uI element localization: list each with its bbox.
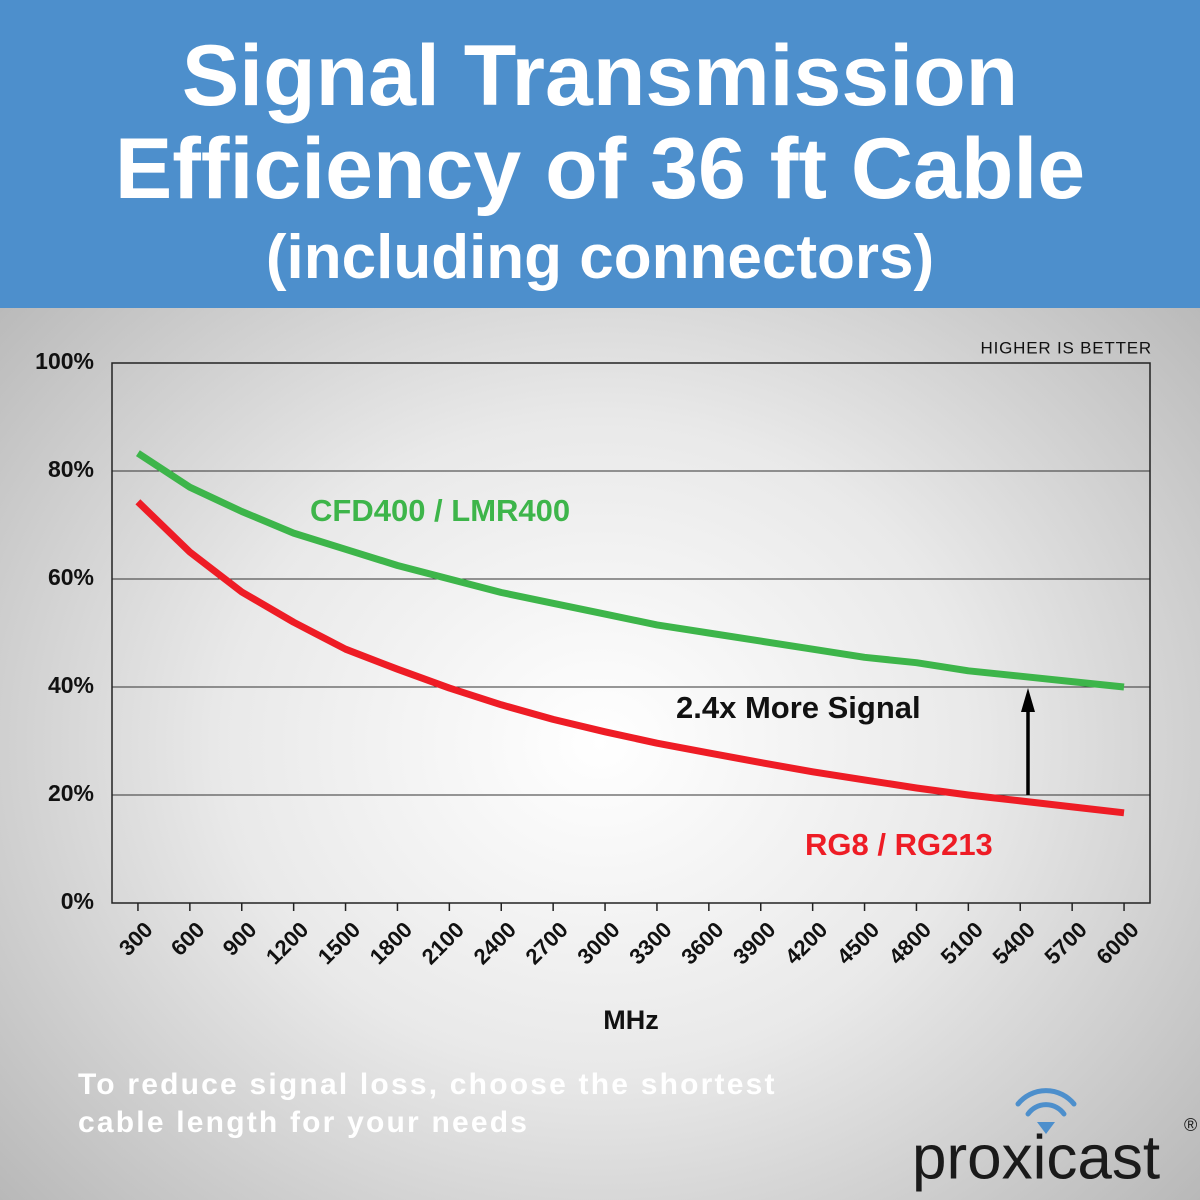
x-axis-label: MHz [603, 1005, 659, 1035]
chart-title: Signal Transmission Efficiency of 36 ft … [114, 28, 1086, 217]
x-tick-label: 5700 [1040, 917, 1092, 969]
x-tick-label: 2700 [521, 917, 573, 969]
x-tick-label: 3900 [728, 917, 780, 969]
y-tick-label: 40% [48, 672, 94, 698]
wifi-icon [1015, 1088, 1077, 1134]
x-tick-label: 3600 [676, 917, 728, 969]
series-line [135, 450, 1125, 691]
header: Signal Transmission Efficiency of 36 ft … [0, 0, 1200, 308]
x-tick-label: 3300 [624, 917, 676, 969]
registered-mark: ® [1184, 1115, 1197, 1135]
series-label: CFD400 / LMR400 [310, 493, 570, 528]
y-tick-label: 100% [35, 348, 94, 374]
x-tick-label: 900 [218, 917, 262, 961]
annotation: HIGHER IS BETTER [981, 338, 1153, 357]
x-tick-label: 5100 [936, 917, 988, 969]
y-tick-label: 0% [61, 888, 94, 914]
series-label: RG8 / RG213 [805, 827, 993, 862]
arrow-head [1021, 688, 1035, 712]
y-tick-label: 80% [48, 456, 94, 482]
x-tick-label: 3000 [572, 917, 624, 969]
annotation: 2.4x More Signal [676, 690, 921, 725]
x-tick-label: 1500 [313, 917, 365, 969]
x-tick-label: 4200 [780, 917, 832, 969]
x-tick-label: 600 [166, 917, 210, 961]
x-tick-label: 1200 [261, 917, 313, 969]
x-tick-label: 4500 [832, 917, 884, 969]
x-tick-label: 4800 [884, 917, 936, 969]
x-tick-label: 1800 [365, 917, 417, 969]
plot-frame [111, 362, 1151, 904]
x-tick-label: 5400 [988, 917, 1040, 969]
brand-logo: proxicast [912, 1123, 1160, 1192]
x-tick-label: 2100 [417, 917, 469, 969]
x-tick-label: 6000 [1091, 917, 1143, 969]
footer-note: To reduce signal loss, choose the shorte… [78, 1068, 777, 1139]
series-line [135, 499, 1125, 817]
y-tick-label: 60% [48, 564, 94, 590]
y-tick-label: 20% [48, 780, 94, 806]
chart-subtitle: (including connectors) [265, 223, 935, 292]
x-tick-label: 300 [114, 917, 158, 961]
x-tick-label: 2400 [469, 917, 521, 969]
